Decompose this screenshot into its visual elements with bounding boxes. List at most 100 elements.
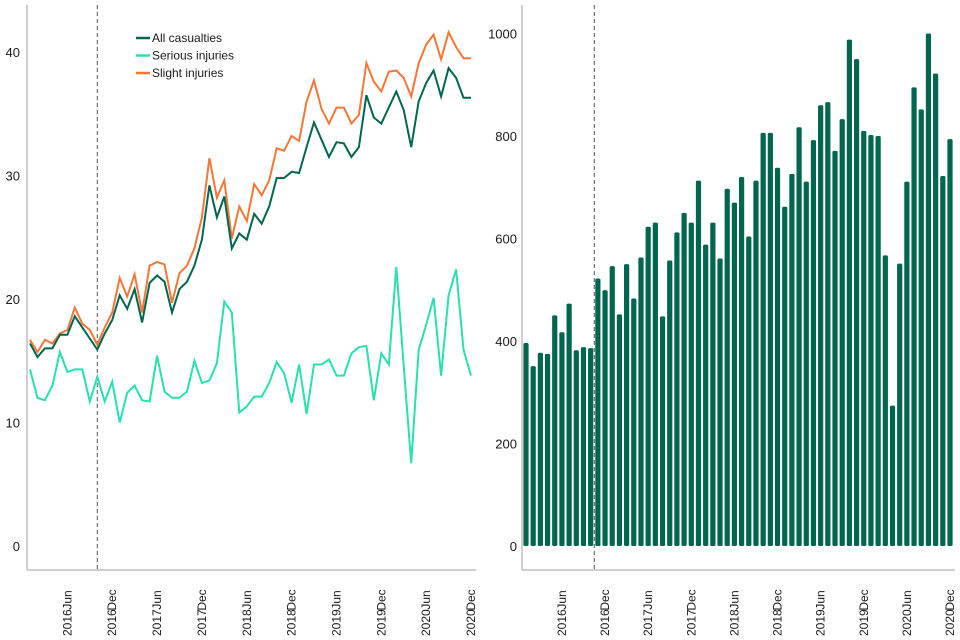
bar (889, 405, 896, 546)
bar (681, 212, 687, 546)
bar (688, 222, 694, 547)
x-tick-month: Dec (771, 589, 785, 610)
bar (846, 39, 852, 547)
bar (875, 136, 881, 546)
bar (796, 127, 802, 546)
x-tick-year: 2020 (943, 609, 957, 636)
bar (609, 266, 615, 546)
x-tick-month: Dec (598, 589, 612, 610)
bar (810, 140, 817, 546)
legend-item-slight-injuries: Slight injuries (136, 66, 223, 80)
bar (602, 290, 608, 546)
bar (724, 188, 730, 546)
bar (832, 150, 838, 547)
legend-item-all-casualties: All casualties (136, 31, 222, 45)
x-tick-month: Dec (857, 589, 871, 610)
bar (523, 343, 529, 546)
bar (544, 353, 551, 546)
x-tick-month: Dec (105, 589, 119, 610)
bar (767, 132, 773, 547)
x-tick-month: Jun (555, 590, 569, 609)
x-tick-year: 2019 (374, 609, 388, 636)
x-tick-year: 2019 (814, 609, 828, 636)
bar (645, 226, 651, 546)
bar (652, 222, 658, 547)
bar (825, 102, 831, 547)
legend-item-serious-injuries: Serious injuries (136, 49, 234, 63)
left-y-tick-label: 30 (6, 169, 20, 184)
bar (738, 177, 745, 546)
bar (839, 119, 845, 547)
series-line-all-casualties (29, 65, 471, 359)
bar (911, 87, 917, 546)
bar (940, 175, 946, 546)
bar (753, 180, 759, 546)
legend-label-slight-injuries: Slight injuries (152, 66, 223, 80)
bar (638, 257, 644, 546)
left-y-tick-label: 40 (6, 45, 20, 60)
legend-label-serious-injuries: Serious injuries (152, 49, 234, 63)
bar (947, 139, 953, 546)
bar (580, 347, 587, 546)
series-line-serious-injuries (29, 266, 472, 464)
bar (818, 105, 824, 546)
right-y-tick-label: 1000 (488, 27, 517, 42)
series-line-slight-injuries (29, 29, 471, 355)
left-y-tick-label: 20 (6, 292, 20, 307)
bar (760, 132, 766, 547)
x-tick-year: 2017 (195, 609, 209, 636)
left-y-tick-label: 10 (6, 416, 20, 431)
x-tick-month: Jun (329, 590, 343, 609)
x-tick-year: 2018 (771, 609, 785, 636)
bar (537, 352, 543, 546)
bar (933, 73, 939, 546)
bar (552, 315, 558, 546)
x-tick-year: 2020 (900, 609, 914, 636)
x-tick-year: 2016 (598, 609, 612, 636)
bar (774, 167, 781, 546)
x-tick-year: 2020 (419, 609, 433, 636)
bar (631, 298, 637, 546)
bar (789, 173, 795, 547)
x-tick-year: 2016 (60, 609, 74, 636)
x-tick-month: Jun (814, 590, 828, 609)
bar (868, 134, 874, 546)
bar (782, 206, 788, 546)
bar (573, 350, 579, 546)
x-tick-month: Dec (374, 589, 388, 610)
bar (717, 258, 723, 546)
x-tick-month: Dec (684, 589, 698, 610)
x-tick-year: 2020 (464, 609, 478, 636)
bar (667, 260, 673, 546)
x-tick-month: Jun (727, 590, 741, 609)
bar (803, 181, 809, 547)
bar (616, 314, 623, 546)
bar (853, 59, 860, 546)
x-tick-month: Dec (285, 589, 299, 610)
right-y-tick-label: 800 (495, 129, 517, 144)
bar (703, 244, 709, 546)
right-y-axis-ticks: 0 200 400 600 800 1000 (488, 27, 517, 555)
x-tick-month: Dec (195, 589, 209, 610)
x-tick-month: Jun (60, 590, 74, 609)
